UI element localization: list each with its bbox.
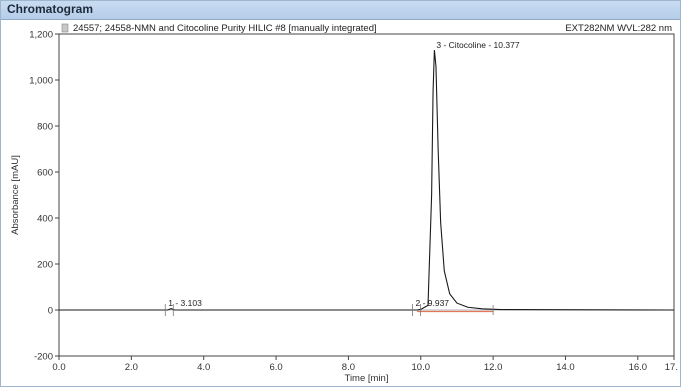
chart-header-right: EXT282NM WVL:282 nm: [565, 23, 672, 34]
x-tick-label: 2.0: [125, 362, 138, 373]
y-tick-label: 0: [48, 306, 53, 317]
document-icon: [61, 23, 69, 33]
y-tick-label: 1,000: [29, 76, 53, 87]
y-tick-label: 800: [37, 122, 53, 133]
y-tick-label: 600: [37, 168, 53, 179]
x-tick-label: 10.0: [412, 362, 431, 373]
chart-header-left: 24557; 24558-NMN and Citocoline Purity H…: [73, 23, 377, 34]
peak-label: 1 - 3.103: [168, 298, 202, 308]
plot-frame: [58, 33, 675, 357]
peak-label: 2 - 9.937: [415, 298, 449, 308]
x-tick-label: 16.0: [629, 362, 648, 373]
y-axis-label: Absorbance [mAU]: [10, 155, 21, 235]
x-tick-label: 0.0: [52, 362, 65, 373]
x-tick-label: 8.0: [342, 362, 355, 373]
chromatogram-trace: [59, 50, 675, 311]
y-tick-label: 1,200: [29, 30, 53, 41]
x-tick-label: 6.0: [269, 362, 282, 373]
x-tick-label: 4.0: [197, 362, 210, 373]
y-tick-label: -200: [34, 352, 53, 363]
x-axis-label: Time [min]: [345, 373, 389, 384]
window-titlebar: Chromatogram: [1, 1, 680, 20]
x-tick-label: 12.0: [484, 362, 503, 373]
x-tick-label: 17.0: [665, 362, 678, 373]
y-tick-label: 400: [37, 214, 53, 225]
window-title: Chromatogram: [7, 2, 94, 16]
chromatogram-plot-area: 24557; 24558-NMN and Citocoline Purity H…: [1, 20, 681, 389]
peak-label: 3 - Citocoline - 10.377: [436, 40, 519, 50]
x-tick-label: 14.0: [556, 362, 575, 373]
y-tick-label: 200: [37, 260, 53, 271]
chromatogram-chart: 24557; 24558-NMN and Citocoline Purity H…: [10, 23, 681, 384]
